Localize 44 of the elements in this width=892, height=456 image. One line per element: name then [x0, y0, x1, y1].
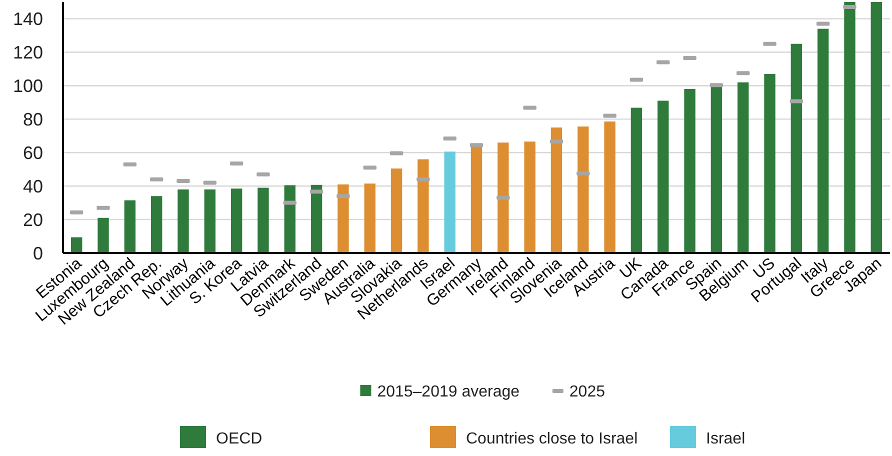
- bar: [684, 89, 696, 253]
- bar: [498, 142, 509, 253]
- bar: [817, 28, 829, 253]
- bar: [284, 185, 296, 253]
- y-tick-label: 20: [22, 210, 43, 230]
- y-tick-label: 120: [12, 42, 43, 62]
- bar: [710, 86, 722, 253]
- bar: [844, 2, 856, 253]
- bar: [338, 184, 349, 253]
- bar: [390, 168, 402, 253]
- bar: [738, 82, 749, 253]
- bar: [71, 237, 82, 253]
- bar: [204, 189, 216, 253]
- bar: [658, 100, 669, 253]
- bar: [578, 126, 589, 253]
- y-tick-label: 40: [22, 176, 43, 196]
- bar: [524, 142, 536, 253]
- bar: [230, 188, 242, 253]
- bar: [870, 2, 882, 253]
- y-tick-label: 80: [22, 109, 43, 130]
- y-tick-label: 140: [12, 9, 43, 30]
- bar: [364, 184, 376, 253]
- legend-label: 2015–2019 average: [377, 384, 520, 401]
- bar: [124, 200, 136, 253]
- bar: [310, 184, 322, 253]
- bar: [178, 189, 189, 253]
- bar: [258, 188, 269, 253]
- bar: [790, 44, 802, 253]
- bar: [630, 108, 642, 253]
- bar: [150, 196, 162, 253]
- y-tick-label: 100: [12, 76, 43, 96]
- bar: [604, 121, 616, 253]
- bar: [764, 74, 776, 253]
- bar: [418, 159, 429, 253]
- text: Countries close to Israel: [466, 430, 638, 448]
- text: Israel: [706, 430, 746, 448]
- text: OECD: [216, 430, 262, 448]
- bar: [444, 152, 456, 253]
- legend-label: 2025: [569, 384, 606, 401]
- bar: [470, 146, 482, 253]
- bar: [550, 128, 562, 253]
- y-tick-label: 0: [32, 243, 43, 264]
- y-tick-label: 60: [22, 142, 43, 163]
- bar: [98, 218, 109, 253]
